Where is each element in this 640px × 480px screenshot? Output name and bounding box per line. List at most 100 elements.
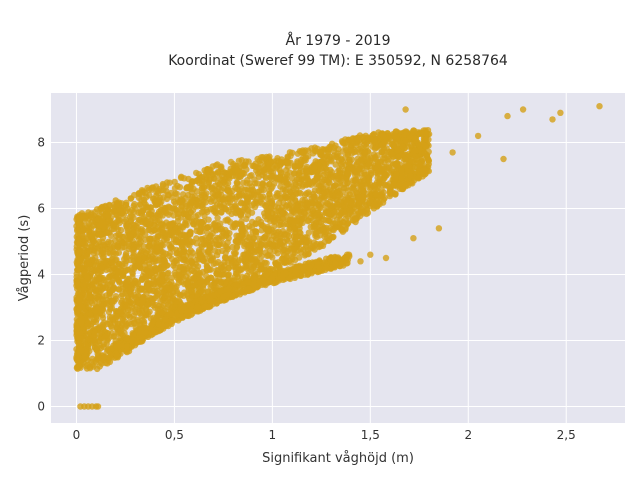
data-point [198, 228, 206, 235]
data-point [197, 236, 205, 243]
data-point [184, 183, 191, 191]
data-point [139, 298, 146, 306]
data-point [183, 290, 191, 298]
data-point [277, 159, 285, 166]
data-point [316, 219, 323, 226]
data-point [136, 233, 143, 240]
data-point [95, 324, 102, 331]
data-point [93, 313, 100, 320]
data-point [297, 249, 305, 256]
data-point [193, 227, 200, 235]
data-point [242, 263, 249, 270]
data-point [395, 153, 402, 161]
data-point [74, 365, 81, 372]
data-point [225, 235, 232, 242]
data-point [75, 340, 82, 347]
data-point [168, 274, 176, 281]
data-point [205, 223, 212, 230]
data-point [203, 169, 210, 176]
x-tick-label: 2 [464, 428, 472, 442]
data-point [222, 242, 229, 250]
data-point [121, 239, 128, 246]
data-point [190, 275, 197, 282]
data-point [312, 148, 320, 155]
data-point [241, 242, 248, 250]
data-point [190, 218, 198, 225]
data-point [246, 233, 253, 241]
data-point [394, 147, 402, 154]
data-point [282, 173, 289, 180]
data-point [167, 209, 174, 216]
data-point [101, 354, 108, 361]
data-point [73, 355, 80, 362]
data-point [219, 176, 226, 184]
data-point [298, 201, 305, 208]
data-point [286, 188, 294, 195]
data-point [75, 220, 83, 228]
data-points-layer [73, 103, 603, 410]
data-point [234, 167, 241, 174]
data-point [359, 208, 366, 215]
data-point [85, 303, 93, 310]
data-point [347, 147, 355, 154]
data-point [421, 150, 428, 157]
data-point [153, 289, 160, 296]
data-point [293, 217, 300, 224]
data-point [176, 298, 183, 305]
data-point [215, 248, 222, 256]
data-point [233, 205, 240, 212]
data-point [258, 241, 265, 248]
data-point [258, 252, 265, 260]
data-point [218, 271, 225, 278]
data-point [311, 177, 319, 184]
data-point [142, 201, 149, 208]
data-point [285, 180, 292, 188]
data-point [99, 254, 107, 261]
data-point [256, 235, 263, 243]
data-point [162, 223, 169, 230]
data-point [279, 210, 287, 217]
data-point [196, 218, 203, 225]
data-point [155, 320, 162, 328]
data-point [419, 140, 426, 148]
data-point [402, 137, 409, 144]
data-point [97, 306, 104, 314]
data-point [193, 169, 200, 177]
data-point [75, 239, 83, 247]
data-point [74, 267, 82, 274]
data-point [292, 234, 300, 241]
data-point [165, 269, 172, 277]
data-point [284, 153, 291, 160]
data-point [129, 270, 136, 277]
data-point [158, 272, 165, 279]
data-point [211, 222, 219, 229]
data-point [209, 254, 216, 261]
data-point [332, 260, 339, 267]
data-point [379, 130, 386, 138]
data-point [153, 266, 160, 273]
data-point [186, 237, 193, 244]
data-point [257, 198, 264, 205]
data-point [238, 288, 245, 295]
data-point [210, 205, 217, 212]
data-point [147, 204, 154, 211]
data-point [363, 205, 370, 212]
data-point [127, 285, 134, 292]
data-point [105, 238, 112, 245]
data-point [372, 202, 379, 209]
outlier-point [474, 132, 482, 140]
data-point [92, 303, 100, 311]
data-point [274, 214, 282, 222]
data-point [243, 166, 250, 173]
data-point [216, 181, 223, 188]
data-point [209, 240, 216, 247]
data-point [351, 177, 359, 184]
data-point [106, 313, 114, 321]
x-tick-label: 2,5 [557, 428, 576, 442]
data-point [110, 264, 117, 271]
data-point [374, 152, 381, 159]
data-point [277, 233, 284, 240]
data-point [279, 276, 287, 283]
data-point [147, 211, 154, 218]
